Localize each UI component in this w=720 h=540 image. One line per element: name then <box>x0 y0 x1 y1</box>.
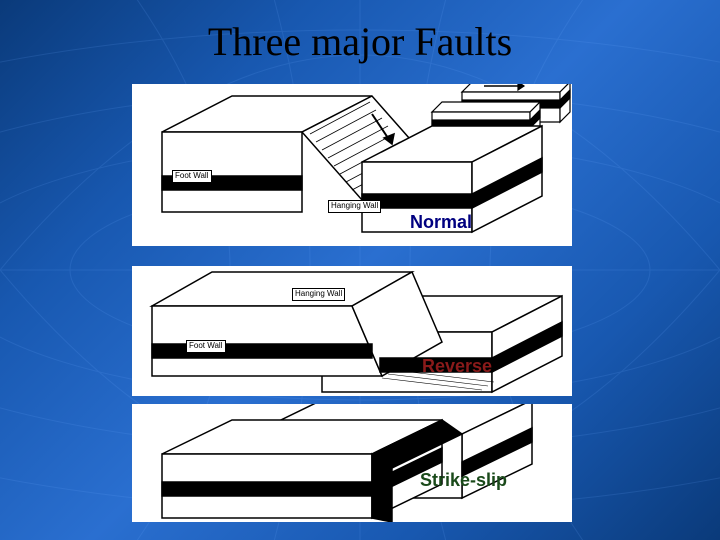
hanging-wall-label-reverse: Hanging Wall <box>292 288 345 301</box>
label-reverse: Reverse <box>422 356 492 377</box>
label-strike-slip: Strike-slip <box>420 470 507 491</box>
diagram-strike-slip-fault <box>132 404 572 522</box>
diagram-reverse-fault: Hanging Wall Foot Wall <box>132 266 572 396</box>
diagram-normal-fault: Foot Wall Hanging Wall <box>132 84 572 246</box>
foot-wall-label-normal: Foot Wall <box>172 170 212 183</box>
hanging-wall-label-normal: Hanging Wall <box>328 200 381 213</box>
foot-wall-label-reverse: Foot Wall <box>186 340 226 353</box>
label-normal: Normal <box>410 212 472 233</box>
slide-title: Three major Faults <box>0 18 720 65</box>
